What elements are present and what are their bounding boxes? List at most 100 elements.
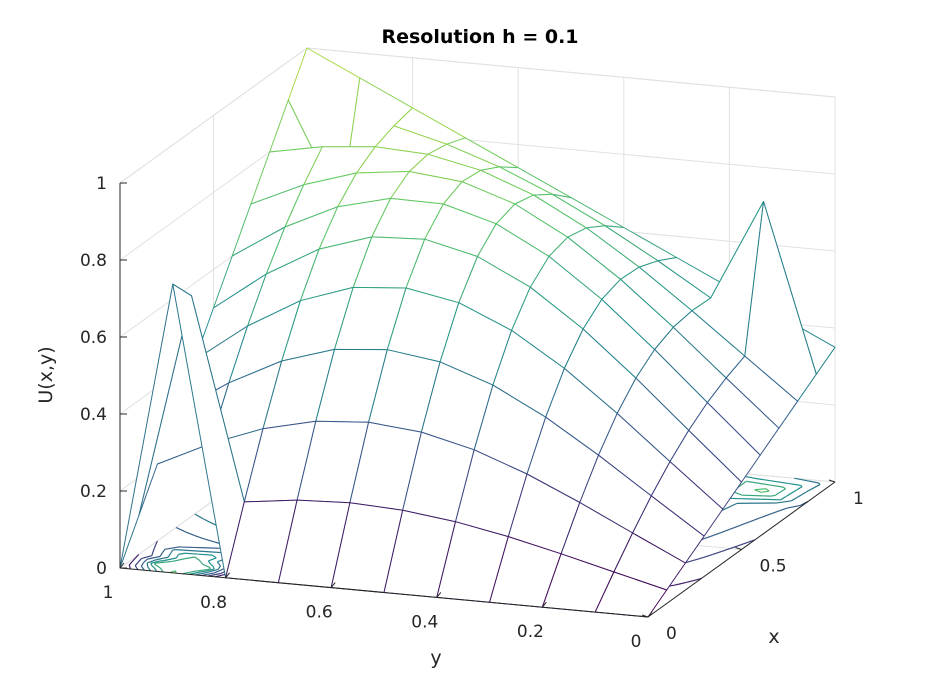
- contour-segment: [201, 572, 215, 577]
- z-tick-label: 0.8: [80, 251, 107, 271]
- contour-segment: [761, 490, 770, 493]
- contour-segment: [178, 552, 186, 555]
- contour-segment: [704, 534, 714, 540]
- contour-segment: [185, 552, 199, 555]
- contour-segment: [154, 563, 161, 569]
- contour-segment: [198, 553, 213, 556]
- contour-segment: [201, 562, 204, 565]
- contour-segment: [174, 558, 185, 562]
- contour-segment: [214, 572, 221, 576]
- contour-segment: [750, 519, 755, 522]
- contour-segment: [747, 480, 759, 484]
- contour-segment: [214, 569, 222, 574]
- contour-segment: [175, 526, 186, 533]
- contour-segment: [751, 477, 756, 479]
- contour-segment: [778, 509, 782, 512]
- y-tick-label: 1: [103, 583, 114, 603]
- chart-title: Resolution h = 0.1: [381, 26, 578, 48]
- tick-labels: 0 0.2 0.4 0.6 0.8 1 0 0.2 0.4 0.6 0.8 1 0 0.5 1: [80, 174, 864, 652]
- contour-segment: [159, 552, 163, 557]
- contour-segment: [782, 486, 786, 490]
- z-tick-label: 0.4: [80, 405, 107, 425]
- y-tick-label: 0.4: [411, 612, 438, 632]
- contour-segment: [188, 570, 196, 574]
- contour-segment: [199, 536, 205, 540]
- contour-segment: [678, 581, 687, 585]
- contour-segment: [188, 571, 202, 575]
- contour-segment: [788, 482, 801, 486]
- contour-segment: [721, 549, 727, 553]
- contour-segment: [204, 568, 215, 572]
- contour-segment: [765, 488, 770, 492]
- contour-segment: [741, 480, 747, 486]
- contour-segment: [134, 561, 139, 566]
- contour-segment: [161, 548, 166, 554]
- contour-segment: [806, 480, 819, 484]
- x-tick-label: 1: [853, 489, 864, 509]
- contour-segment: [211, 554, 217, 559]
- axes: [119, 182, 836, 618]
- contour-segment: [215, 541, 218, 544]
- contour-segment: [698, 556, 704, 560]
- contour-segment: [779, 488, 786, 493]
- contour-segment: [202, 518, 213, 524]
- contour-segment: [729, 502, 738, 508]
- contour-segment: [153, 544, 157, 549]
- z-tick-label: 0: [96, 559, 107, 579]
- contour-segment: [217, 565, 222, 570]
- contour-segment: [175, 554, 180, 559]
- contour-segment: [143, 558, 148, 564]
- contour-segment: [202, 550, 217, 553]
- contour-segment: [128, 561, 133, 566]
- contour-segment: [201, 571, 208, 575]
- contour-segment: [186, 531, 195, 537]
- z-tick-label: 0.2: [80, 482, 107, 502]
- contour-segment: [156, 560, 173, 564]
- y-tick: [436, 592, 442, 598]
- contour-segment: [175, 549, 189, 552]
- contour-segment: [184, 531, 187, 533]
- contour-segment: [745, 520, 751, 524]
- contour-segment: [150, 560, 160, 564]
- contour-segment: [770, 484, 784, 488]
- contour-segment: [194, 556, 200, 561]
- contour-segment: [151, 551, 154, 556]
- z-tick-label: 0.6: [80, 328, 107, 348]
- contour-segment: [737, 522, 747, 527]
- contour-segment: [806, 490, 809, 493]
- contour-segment: [686, 579, 698, 584]
- contour-segment: [754, 488, 767, 491]
- contour-segment: [208, 557, 217, 562]
- contour-segment: [147, 555, 161, 560]
- contour-segment: [198, 559, 203, 564]
- contour-segment: [146, 559, 156, 564]
- contour-segment: [791, 497, 798, 502]
- contour-segment: [674, 583, 679, 586]
- y-tick: [119, 562, 125, 569]
- y-tick-label: 0: [631, 632, 642, 652]
- x-tick-label: 0: [666, 624, 677, 644]
- contour-segment: [800, 484, 803, 488]
- contour-segment: [163, 556, 169, 559]
- contour-segment: [207, 568, 219, 573]
- contour-segment: [155, 540, 158, 545]
- contour-segment: [775, 500, 792, 504]
- contour-segment: [131, 557, 136, 562]
- contour-segment: [140, 565, 145, 571]
- contour-segment: [763, 479, 777, 483]
- contour-segment: [795, 477, 808, 482]
- contour-segment: [211, 564, 213, 567]
- y-tick: [542, 601, 547, 608]
- contour-segment: [202, 563, 211, 569]
- contour-segment: [723, 506, 731, 511]
- contour-segment: [167, 553, 171, 558]
- x-axis-label: x: [768, 626, 779, 648]
- contour-segment: [753, 516, 763, 521]
- contour-segment: [155, 557, 164, 561]
- contour-segment: [137, 558, 142, 563]
- contour-segment: [813, 483, 821, 489]
- contour-segment: [151, 565, 155, 568]
- contour-segment: [147, 566, 150, 569]
- contour-segment: [713, 532, 720, 537]
